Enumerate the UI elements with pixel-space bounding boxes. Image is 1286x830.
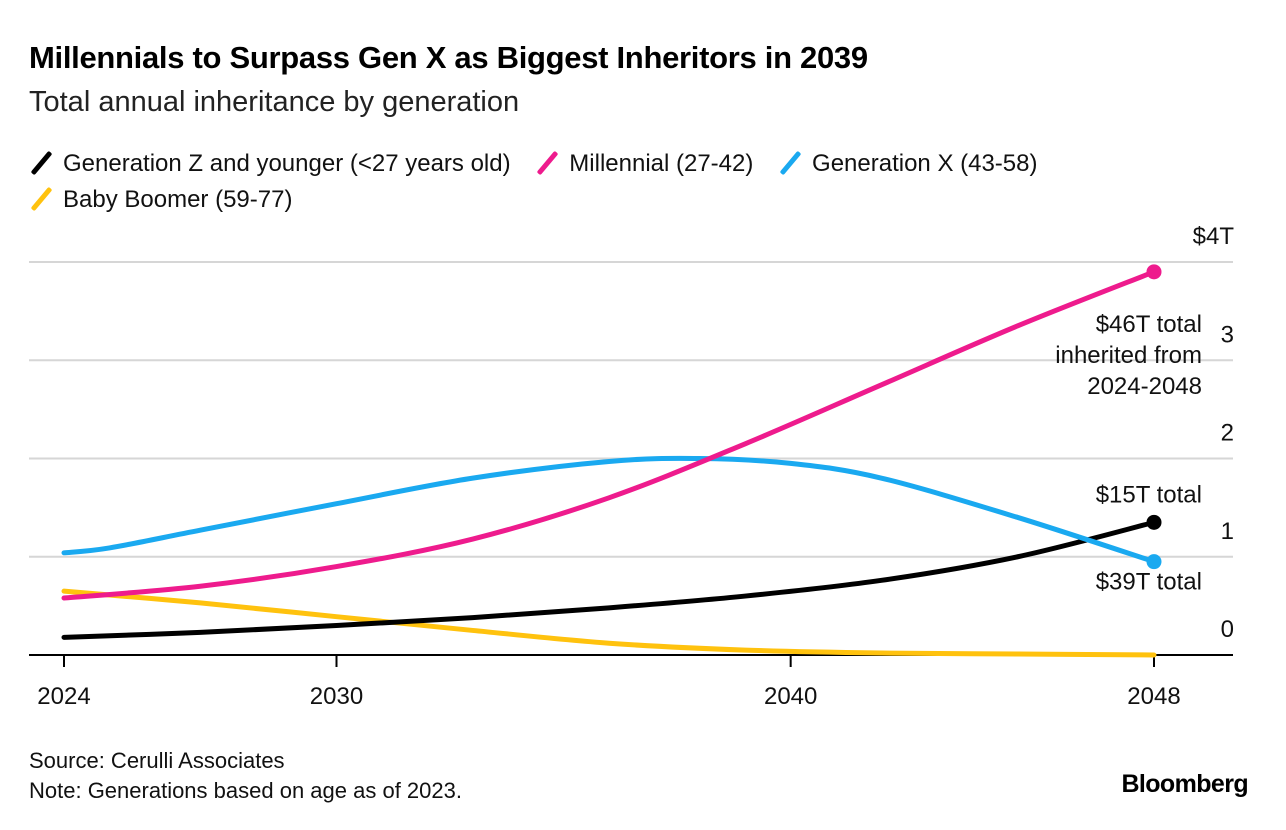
x-tick-label: 2040 [764, 683, 817, 710]
y-tick-label: 0 [1221, 616, 1234, 643]
chart-subtitle: Total annual inheritance by generation [29, 86, 520, 118]
annotation-line: $15T total [1096, 481, 1202, 508]
footer: Source: Cerulli Associates Note: Generat… [29, 746, 462, 806]
legend-label-millennial: Millennial (27-42) [569, 150, 754, 177]
series-gen-x-line [61, 455, 1157, 565]
legend-label-gen-z: Generation Z and younger (<27 years old) [63, 150, 511, 177]
series-gen-x-end-marker [1146, 554, 1162, 570]
annotation-1: $15T total [1096, 481, 1202, 508]
series-gen-z-line [61, 519, 1157, 640]
annotation-0: $46T total inherited from 2024-2048 [1055, 311, 1202, 400]
note-text: Note: Generations based on age as of 202… [29, 778, 462, 803]
source-text: Source: Cerulli Associates [29, 748, 285, 773]
legend-item-gen-z: Generation Z and younger (<27 years old) [29, 146, 511, 182]
annotation-2: $39T total [1096, 569, 1202, 596]
legend: Generation Z and younger (<27 years old)… [29, 146, 1249, 218]
series-millennial-line [61, 269, 1157, 601]
legend-item-millennial: Millennial (27-42) [535, 146, 753, 182]
series-baby-boomer-line [61, 588, 1157, 658]
x-tick-label: 2048 [1127, 683, 1180, 710]
x-tick-label: 2024 [37, 683, 90, 710]
y-tick-label: 1 [1221, 518, 1234, 545]
x-tick-label: 2030 [310, 683, 363, 710]
annotation-line: inherited from [1055, 342, 1202, 369]
y-tick-label: $4T [1193, 223, 1235, 250]
chart-title: Millennials to Surpass Gen X as Biggest … [29, 40, 868, 75]
series-millennial-end-marker [1146, 264, 1162, 280]
annotation-line: $46T total [1096, 311, 1202, 338]
y-tick-label: 3 [1221, 321, 1234, 348]
y-tick-label: 2 [1221, 420, 1234, 447]
bloomberg-logo: Bloomberg [1121, 770, 1248, 798]
series-gen-z-end-marker [1146, 514, 1162, 530]
annotation-line: $39T total [1096, 569, 1202, 596]
legend-label-gen-x: Generation X (43-58) [812, 150, 1038, 177]
annotation-line: 2024-2048 [1087, 373, 1202, 400]
legend-label-baby-boomer: Baby Boomer (59-77) [63, 186, 293, 213]
legend-item-gen-x: Generation X (43-58) [778, 146, 1037, 182]
legend-item-baby-boomer: Baby Boomer (59-77) [29, 182, 292, 218]
